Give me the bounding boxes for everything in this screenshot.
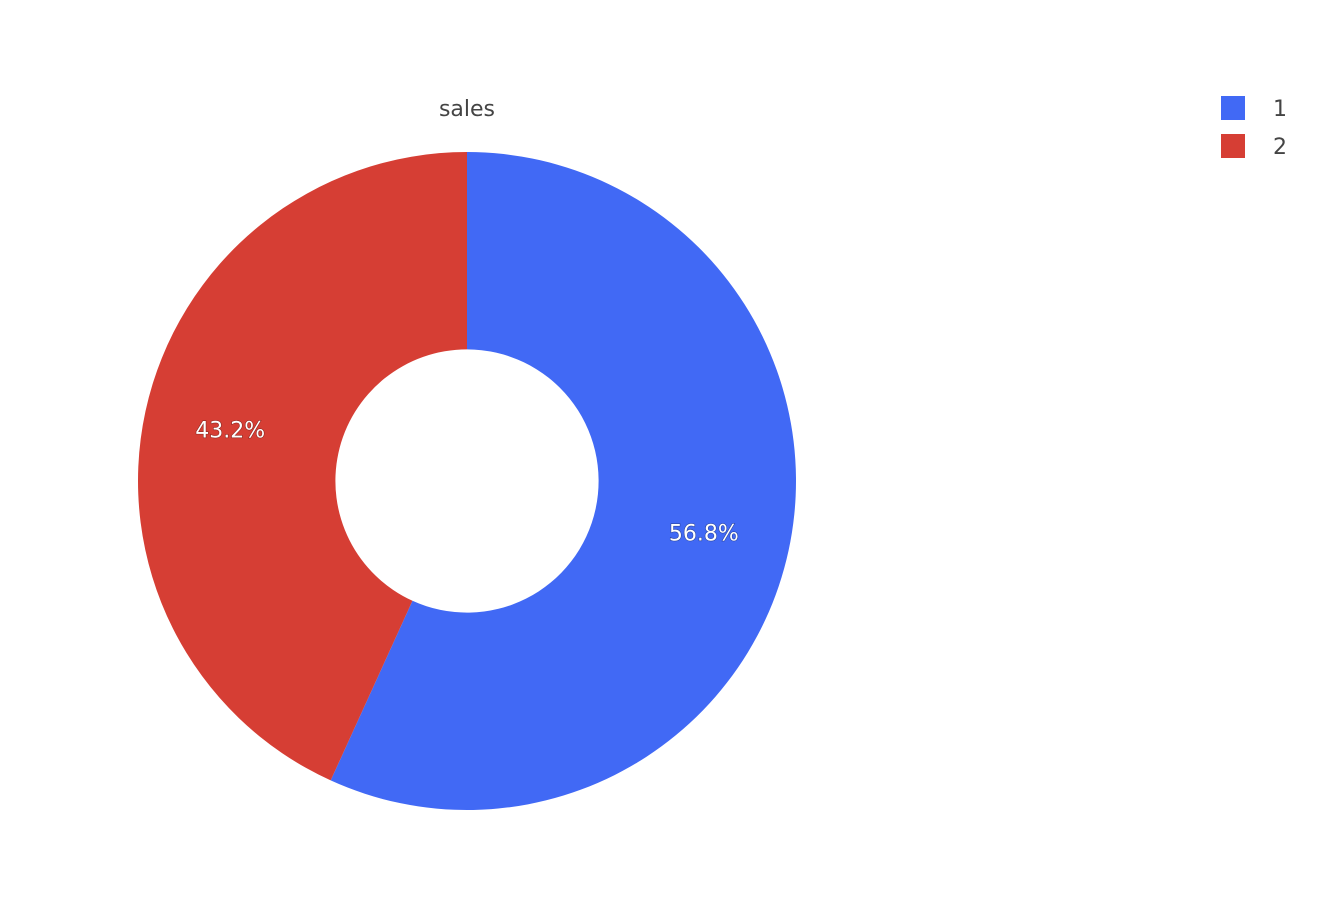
donut-slice-2 (138, 152, 467, 781)
slice-label-1: 56.8% (669, 521, 739, 546)
legend: 12 (1221, 96, 1287, 160)
legend-swatch-1[interactable] (1221, 96, 1245, 120)
donut-slice-labels: 56.8% 43.2% (195, 418, 740, 547)
legend-label-1[interactable]: 1 (1273, 97, 1287, 122)
donut-slices (138, 152, 797, 810)
chart-title: sales (439, 97, 495, 122)
legend-swatch-2[interactable] (1221, 134, 1245, 158)
legend-label-2[interactable]: 2 (1273, 135, 1287, 160)
slice-label-2: 43.2% (195, 419, 265, 444)
donut-slice-1 (330, 152, 797, 810)
